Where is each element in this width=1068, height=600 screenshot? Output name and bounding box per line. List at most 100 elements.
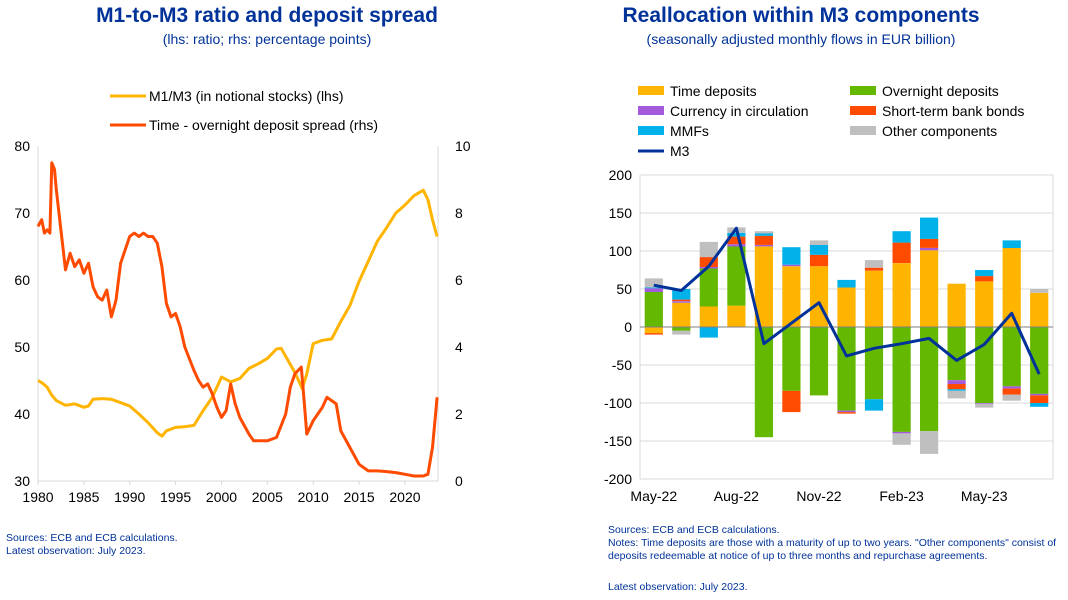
bar-currency-in-circulation-jul-23 [1030, 393, 1049, 396]
y-tick-label: 50 [616, 281, 632, 297]
bar-short-term-bank-bonds-nov-22 [809, 254, 829, 267]
left-chart-sources: Sources: ECB and ECB calculations. [6, 532, 178, 544]
bar-time-deposits-feb-23 [892, 263, 911, 327]
bar-mmfs-jan-23 [864, 399, 884, 411]
bar-overnight-deposits-sep-22 [754, 327, 773, 438]
right-chart-subtitle: (seasonally adjusted monthly flows in EU… [646, 31, 956, 47]
x-tick-label: 1990 [114, 489, 145, 505]
bar-short-term-bank-bonds-jun-23 [1002, 388, 1021, 395]
bar-other-components-jul-22 [699, 241, 718, 258]
y-tick-label: 150 [609, 205, 633, 221]
x-tick-label: 2000 [206, 489, 237, 505]
bar-currency-in-circulation-sep-22 [754, 244, 773, 247]
bar-other-components-jun-22 [672, 330, 691, 335]
legend-swatch-overnight-deposits [850, 86, 876, 95]
y-tick-label: -150 [604, 433, 632, 449]
bar-mmfs-apr-23 [947, 389, 966, 391]
bar-time-deposits-jul-22 [699, 306, 718, 327]
bar-time-deposits-aug-22 [727, 305, 746, 327]
bar-overnight-deposits-jan-23 [864, 327, 884, 400]
y-tick-label: -100 [604, 395, 632, 411]
legend-label-time-deposits: Time deposits [670, 83, 757, 99]
bar-short-term-bank-bonds-mar-23 [920, 238, 939, 248]
y-tick-label: -50 [612, 357, 632, 373]
bar-time-deposits-jun-23 [1002, 248, 1021, 327]
deposit-spread-line [36, 161, 439, 478]
right-chart-panel: Reallocation within M3 components (seaso… [534, 0, 1068, 600]
x-tick-label: 1980 [22, 489, 53, 505]
bar-overnight-deposits-feb-23 [892, 327, 911, 432]
legend-label-m3: M3 [670, 143, 690, 159]
legend-swatch-other-components [850, 126, 876, 135]
legend-label-spread: Time - overnight deposit spread (rhs) [149, 117, 378, 133]
bar-short-term-bank-bonds-jul-22 [699, 257, 718, 267]
bar-time-deposits-sep-22 [754, 246, 773, 327]
bar-short-term-bank-bonds-may-23 [975, 276, 994, 282]
bar-other-components-mar-23 [920, 431, 939, 454]
y-left-tick-label: 70 [14, 205, 30, 221]
bar-mmfs-nov-22 [809, 244, 829, 255]
legend-label-other-components: Other components [882, 123, 997, 139]
bar-currency-in-circulation-dec-22 [837, 410, 856, 413]
bar-mmfs-sep-22 [754, 233, 773, 236]
x-tick-label: 2015 [344, 489, 375, 505]
bar-currency-in-circulation-feb-23 [892, 431, 911, 434]
bar-short-term-bank-bonds-jun-22 [672, 299, 691, 302]
x-tick-label: Feb-23 [879, 488, 924, 504]
y-right-tick-label: 0 [455, 473, 463, 489]
bar-short-term-bank-bonds-feb-23 [892, 242, 911, 264]
right-chart-notes: Notes: Time deposits are those with a ma… [608, 537, 1057, 562]
bar-short-term-bank-bonds-sep-22 [754, 235, 773, 245]
right-chart-title: Reallocation within M3 components [622, 4, 980, 27]
x-tick-label: 2005 [252, 489, 283, 505]
left-chart-plot: 30 40 50 60 70 80 0 2 4 6 8 10 1980 1985 1990 1995 2000 2… [14, 88, 471, 505]
x-tick-label: Nov-22 [796, 488, 841, 504]
y-tick-label: 200 [609, 167, 633, 183]
bar-time-deposits-jun-22 [672, 302, 691, 327]
y-right-tick-label: 6 [455, 272, 463, 288]
y-tick-label: 100 [609, 243, 633, 259]
m1-m3-ratio-line [37, 188, 439, 438]
y-left-tick-label: 40 [14, 406, 30, 422]
bar-time-deposits-dec-22 [837, 287, 856, 327]
y-right-tick-label: 2 [455, 406, 463, 422]
bar-mmfs-jun-23 [1002, 240, 1021, 248]
bar-mmfs-jul-23 [1030, 403, 1049, 407]
x-tick-label: 1995 [160, 489, 191, 505]
y-right-tick-label: 10 [455, 138, 471, 154]
bar-overnight-deposits-apr-23 [947, 327, 966, 381]
bar-mmfs-may-22 [644, 287, 663, 289]
bar-other-components-sep-22 [754, 231, 773, 234]
x-tick-label: 2020 [389, 489, 420, 505]
bar-currency-in-circulation-jun-22 [672, 301, 691, 303]
left-chart-panel: M1-to-M3 ratio and deposit spread (lhs: … [6, 4, 471, 557]
bar-time-deposits-oct-22 [782, 266, 801, 327]
bar-currency-in-circulation-oct-22 [782, 264, 801, 267]
bar-time-deposits-mar-23 [920, 250, 939, 327]
y-tick-label: -200 [604, 471, 632, 487]
y-right-tick-label: 8 [455, 205, 463, 221]
x-tick-label: Aug-22 [714, 488, 759, 504]
bar-short-term-bank-bonds-oct-22 [782, 390, 801, 413]
legend-label-ratio: M1/M3 (in notional stocks) (lhs) [149, 88, 344, 104]
bar-other-components-may-22 [644, 278, 663, 288]
left-chart-title: M1-to-M3 ratio and deposit spread [96, 4, 438, 27]
bar-other-components-may-23 [975, 403, 994, 408]
bar-short-term-bank-bonds-dec-22 [837, 412, 856, 414]
bar-overnight-deposits-jun-22 [672, 327, 691, 331]
legend-label-overnight-deposits: Overnight deposits [882, 83, 999, 99]
bar-other-components-feb-23 [892, 433, 911, 445]
bar-currency-in-circulation-apr-23 [947, 380, 966, 384]
bar-other-components-nov-22 [809, 240, 829, 245]
bar-overnight-deposits-jul-23 [1030, 327, 1049, 394]
m3-line [653, 226, 1041, 375]
x-tick-label: 2010 [298, 489, 329, 505]
bar-mmfs-oct-22 [782, 247, 801, 265]
bar-time-deposits-jul-23 [1030, 292, 1049, 327]
right-chart-latest: Latest observation: July 2023. [608, 581, 748, 593]
bar-short-term-bank-bonds-jan-23 [864, 267, 884, 271]
bar-short-term-bank-bonds-may-22 [644, 333, 663, 335]
bar-currency-in-circulation-may-22 [644, 288, 663, 292]
left-chart-latest: Latest observation: July 2023. [6, 545, 146, 557]
bar-time-deposits-may-22 [644, 327, 663, 334]
